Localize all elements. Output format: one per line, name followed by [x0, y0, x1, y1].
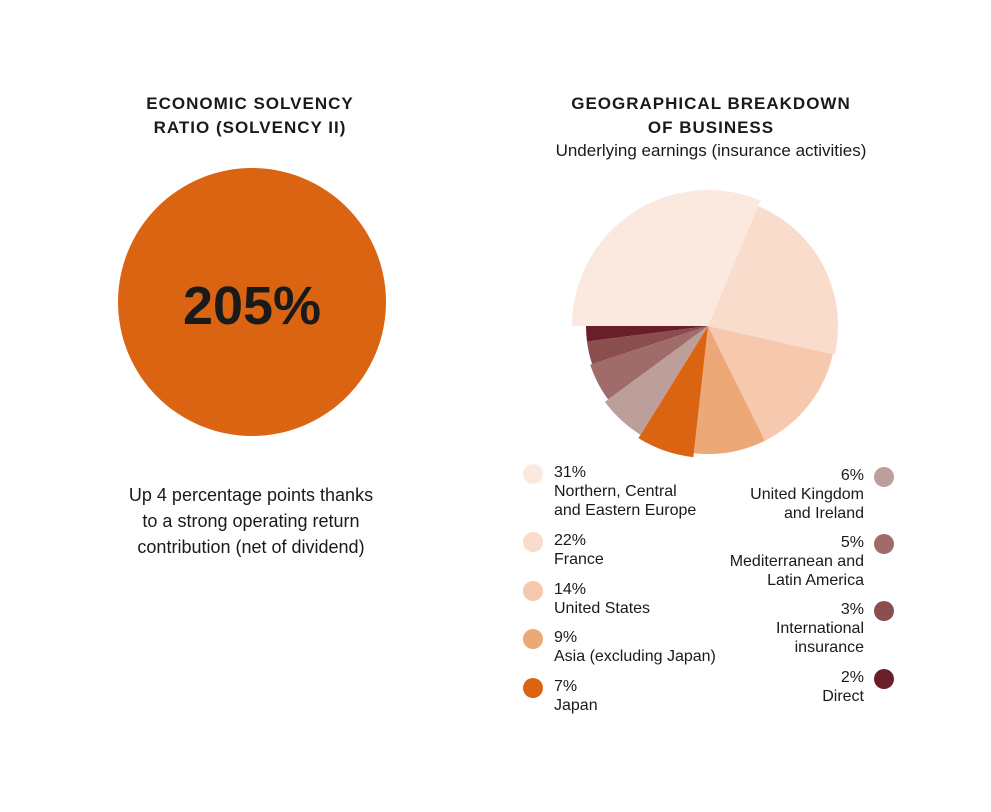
pie-slice-5 — [604, 326, 708, 435]
pie-slice-8 — [586, 326, 708, 342]
geo-chart-subtitle: Underlying earnings (insurance activitie… — [555, 141, 867, 160]
legend-label: 3% International insurance — [775, 601, 864, 656]
legend-swatch — [874, 601, 894, 621]
pie-slice-4 — [638, 326, 708, 458]
solvency-value-label: 205% — [183, 276, 321, 336]
legend-item: 22% France — [523, 531, 604, 569]
legend-item: 5% Mediterranean and Latin America — [730, 533, 894, 590]
legend-item: 6% United Kingdom and Ireland — [750, 466, 894, 523]
legend-swatch — [523, 678, 543, 698]
legend-item: 9% Asia (excluding Japan) — [523, 628, 716, 666]
legend-swatch — [874, 669, 894, 689]
legend-item: 2% Direct — [822, 668, 894, 706]
geo-chart-title: GEOGRAPHICAL BREAKDOWN OF BUSINESS — [571, 94, 851, 137]
legend-swatch — [523, 532, 543, 552]
legend-item: 7% Japan — [523, 677, 598, 715]
legend-label: 7% Japan — [554, 678, 598, 714]
legend-swatch — [523, 464, 543, 484]
legend-item: 3% International insurance — [776, 600, 894, 657]
legend-label: 2% Direct — [822, 669, 864, 705]
pie-slice-3 — [693, 326, 765, 454]
legend-label: 14% United States — [554, 581, 651, 617]
pie-slice-7 — [586, 326, 708, 365]
legend-swatch — [874, 467, 894, 487]
pie-slice-2 — [708, 326, 833, 441]
legend-swatch — [874, 534, 894, 554]
pie-slice-6 — [590, 326, 708, 400]
legend-item: 31% Northern, Central and Eastern Europe — [523, 463, 696, 520]
pie-slice-0 — [572, 190, 761, 326]
legend-label: 9% Asia (excluding Japan) — [554, 629, 716, 665]
solvency-pie-slice — [118, 168, 386, 436]
legend-item: 14% United States — [523, 580, 650, 618]
legend-label: 5% Mediterranean and Latin America — [729, 534, 864, 589]
solvency-chart-title: ECONOMIC SOLVENCY RATIO (SOLVENCY II) — [146, 94, 354, 137]
solvency-pie-chart: 205% — [118, 168, 386, 436]
legend-swatch — [523, 629, 543, 649]
legend-label: 6% United Kingdom and Ireland — [750, 467, 864, 522]
pie-slice-1 — [708, 206, 839, 355]
legend-label: 31% Northern, Central and Eastern Europe — [554, 464, 697, 519]
legend-swatch — [523, 581, 543, 601]
geo-pie-chart — [572, 190, 839, 458]
solvency-caption: Up 4 percentage points thanks to a stron… — [128, 485, 374, 557]
legend-label: 22% France — [554, 532, 604, 568]
